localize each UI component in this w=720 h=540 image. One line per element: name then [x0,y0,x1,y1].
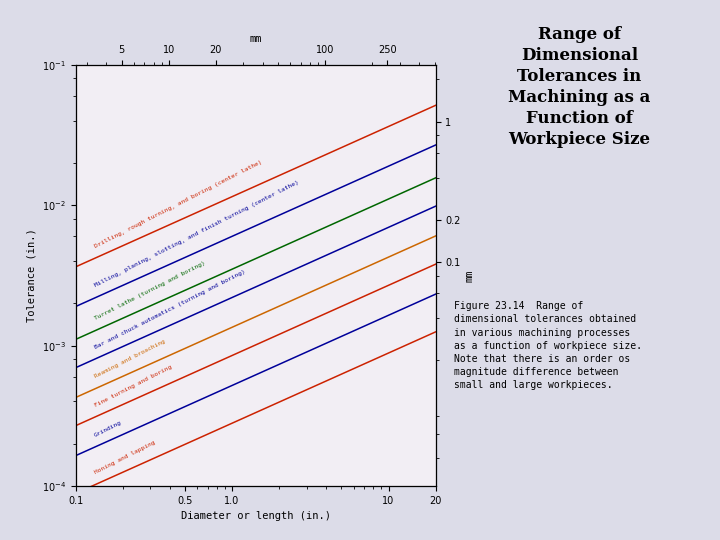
Y-axis label: mm: mm [465,269,475,282]
Text: Fine turning and boring: Fine turning and boring [94,364,173,408]
X-axis label: mm: mm [249,35,262,44]
X-axis label: Diameter or length (in.): Diameter or length (in.) [181,511,330,521]
Text: Figure 23.14  Range of
dimensional tolerances obtained
in various machining proc: Figure 23.14 Range of dimensional tolera… [454,301,642,390]
Text: Honing and lapping: Honing and lapping [94,440,156,475]
Text: Milling, planing, slotting, and finish turning (center lathe): Milling, planing, slotting, and finish t… [94,180,300,288]
Text: Reaming and broaching: Reaming and broaching [94,339,166,380]
Text: Bar and chuck automatics (turning and boring): Bar and chuck automatics (turning and bo… [94,268,246,349]
Text: Turret lathe (turning and boring): Turret lathe (turning and boring) [94,261,206,321]
Text: Grinding: Grinding [94,420,122,437]
Y-axis label: Tolerance (in.): Tolerance (in.) [26,228,36,322]
Text: Drilling, rough turning, and boring (center lathe): Drilling, rough turning, and boring (cen… [94,159,263,249]
Text: Range of
Dimensional
Tolerances in
Machining as a
Function of
Workpiece Size: Range of Dimensional Tolerances in Machi… [508,26,651,148]
